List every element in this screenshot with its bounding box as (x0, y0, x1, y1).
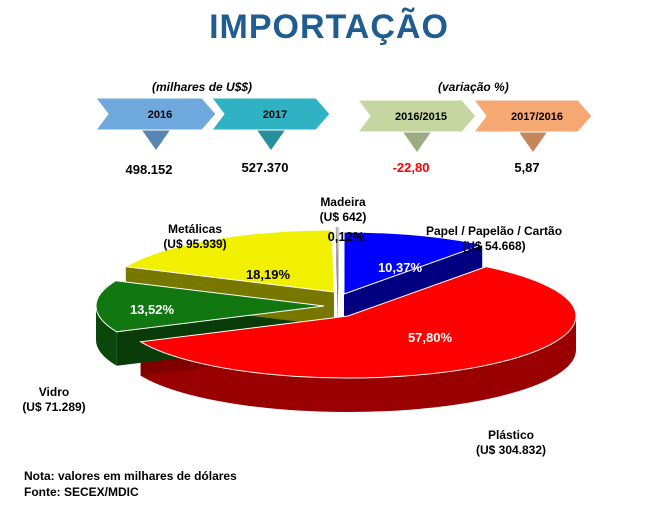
badge-shape-3 (473, 99, 593, 133)
source-text: Fonte: SECEX/MDIC (24, 485, 139, 499)
badge-label-1: 2017 (263, 109, 287, 121)
badge-1: 2017 (211, 97, 331, 150)
badge-2: 2016/2015 (357, 99, 477, 152)
category-name-4: Madeira (320, 195, 366, 209)
badge-3: 2017/2016 (473, 99, 593, 152)
value-2017-2016: 5,87 (514, 160, 540, 175)
category-name-0: Papel / Papelão / Cartão (426, 224, 562, 238)
category-name-3: Metálicas (168, 222, 222, 236)
category-name-1: Plástico (488, 428, 534, 442)
badge-pointer-3 (519, 132, 547, 152)
badge-shape-2 (357, 99, 477, 133)
page-title: IMPORTAÇÃO (209, 8, 449, 46)
badge-label-3: 2017/2016 (511, 111, 563, 123)
pie-slice-4 (335, 227, 339, 291)
pie-tops (95, 227, 577, 379)
badge-0: 2016 (95, 97, 217, 150)
pct-label-3: 18,19% (246, 267, 291, 282)
value-2017: 527.370 (241, 160, 289, 175)
badge-label-0: 2016 (148, 109, 172, 121)
category-value-0: (U$ 54.668) (462, 239, 525, 253)
pie-side-1-0 (140, 316, 577, 412)
badge-label-2: 2016/2015 (395, 111, 447, 123)
pie-slice-1 (139, 266, 577, 379)
pct-label-1: 57,80% (408, 330, 453, 345)
badge-pointer-1 (257, 130, 285, 150)
badge-shape-0 (95, 97, 217, 131)
badge-pointer-0 (142, 130, 170, 150)
header-badges: 2016 2017 2016/2015 2017/2016 (95, 97, 593, 152)
value-2016: 498.152 (125, 162, 173, 177)
pie-side-2-0 (96, 306, 117, 366)
value-2016-2015: -22,80 (392, 160, 430, 175)
category-value-4: (U$ 642) (320, 210, 367, 224)
badge-shape-1 (211, 97, 331, 131)
pie-slice-2 (95, 280, 325, 333)
pct-label-4: 0,12% (328, 229, 365, 244)
pie-slice-3 (124, 229, 335, 293)
pct-label-0: 10,37% (378, 260, 423, 275)
category-value-1: (U$ 304.832) (476, 443, 546, 457)
category-value-2: (U$ 71.289) (22, 400, 85, 414)
left-caption: (milhares de U$$) (152, 80, 253, 94)
note-text: Nota: valores em milhares de dólares (24, 469, 237, 483)
pct-label-2: 13,52% (130, 302, 175, 317)
right-caption: (variação %) (438, 80, 509, 94)
category-name-2: Vidro (39, 385, 69, 399)
pie-slice-0 (343, 231, 485, 295)
badge-pointer-2 (403, 132, 431, 152)
category-value-3: (U$ 95.939) (163, 237, 226, 251)
